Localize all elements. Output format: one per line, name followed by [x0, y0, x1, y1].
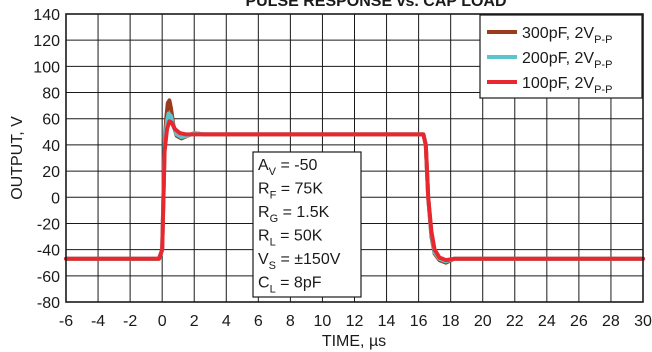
- series-group: [64, 98, 645, 265]
- legend-entry: 100pF, 2VP-P: [522, 75, 612, 96]
- y-tick-label: 0: [51, 190, 60, 207]
- y-tick-label: 40: [42, 138, 60, 155]
- parameter-value: = ±150V: [276, 251, 341, 268]
- parameter-symbol: R: [258, 228, 270, 245]
- parameter-symbol: V: [258, 251, 269, 268]
- x-tick-label: 0: [158, 313, 167, 330]
- parameter-line: VS = ±150V: [258, 251, 341, 272]
- legend-label: 300pF, 2V: [522, 25, 594, 42]
- series-line-3: [64, 119, 645, 263]
- y-axis-title: OUTPUT, V: [9, 116, 26, 200]
- legend-label: 200pF, 2V: [522, 50, 594, 67]
- parameter-value: = 50K: [276, 228, 323, 245]
- parameter-line: RL = 50K: [258, 228, 323, 249]
- parameter-subscript: L: [270, 284, 276, 296]
- y-tick-label: 100: [33, 59, 60, 76]
- x-tick-label: 8: [286, 313, 295, 330]
- x-tick-label: -6: [59, 313, 73, 330]
- y-tick-label: -20: [37, 216, 60, 233]
- x-tick-label: 24: [538, 313, 556, 330]
- parameter-value: = 75K: [276, 181, 323, 198]
- x-tick-label: 2: [190, 313, 199, 330]
- parameter-symbol: R: [258, 204, 270, 221]
- parameter-value: = -50: [276, 157, 317, 174]
- y-tick-label: -40: [37, 243, 60, 260]
- parameter-box: [252, 151, 362, 298]
- parameter-subscript: V: [269, 166, 277, 178]
- legend-entry: 200pF, 2VP-P: [522, 50, 612, 71]
- legend-subscript: P-P: [594, 59, 612, 71]
- x-tick-label: 6: [254, 313, 263, 330]
- parameter-line: RG = 1.5K: [258, 204, 330, 225]
- x-tick-label: 10: [314, 313, 332, 330]
- legend-subscript: P-P: [594, 34, 612, 46]
- x-tick-label: 16: [410, 313, 428, 330]
- x-tick-label: -4: [91, 313, 105, 330]
- parameter-subscript: G: [270, 213, 279, 225]
- x-tick-label: 22: [506, 313, 524, 330]
- tick-labels: -6 -4 -2 0 2 4 6 8 10 12 14 16 18 20 22 24 26 28 30-80-60-…: [33, 7, 652, 330]
- legend-label: 100pF, 2V: [522, 75, 594, 92]
- y-tick-label: 140: [33, 7, 60, 24]
- legend-subscript: P-P: [594, 84, 612, 96]
- parameter-subscript: L: [270, 237, 276, 249]
- x-tick-label: -2: [123, 313, 137, 330]
- chart-title: PULSE RESPONSE vs. CAP LOAD: [245, 0, 506, 10]
- y-tick-label: 80: [42, 86, 60, 103]
- parameter-subscript: S: [269, 260, 276, 272]
- parameter-line: RF = 75K: [258, 181, 323, 202]
- parameter-symbol: C: [258, 275, 270, 292]
- y-tick-label: 60: [42, 112, 60, 129]
- x-tick-label: 30: [634, 313, 652, 330]
- legend-entry: 300pF, 2VP-P: [522, 25, 612, 46]
- parameter-value: = 8pF: [276, 275, 322, 292]
- x-tick-label: 12: [346, 313, 364, 330]
- parameter-symbol: A: [258, 157, 269, 174]
- y-tick-label: 120: [33, 33, 60, 50]
- parameter-value: = 1.5K: [278, 204, 329, 221]
- y-tick-label: -80: [37, 295, 60, 312]
- x-axis-title: TIME, µs: [322, 333, 386, 350]
- x-tick-label: 28: [602, 313, 620, 330]
- x-tick-label: 26: [570, 313, 588, 330]
- parameter-subscript: F: [270, 190, 277, 202]
- y-tick-label: 20: [42, 164, 60, 181]
- x-tick-label: 18: [442, 313, 460, 330]
- x-tick-label: 4: [222, 313, 231, 330]
- plot-frame: [65, 13, 644, 303]
- y-tick-label: -60: [37, 269, 60, 286]
- parameter-line: AV = -50: [258, 157, 317, 178]
- parameter-symbol: R: [258, 181, 270, 198]
- parameter-line: CL = 8pF: [258, 275, 322, 296]
- x-tick-label: 20: [474, 313, 492, 330]
- x-tick-label: 14: [378, 313, 396, 330]
